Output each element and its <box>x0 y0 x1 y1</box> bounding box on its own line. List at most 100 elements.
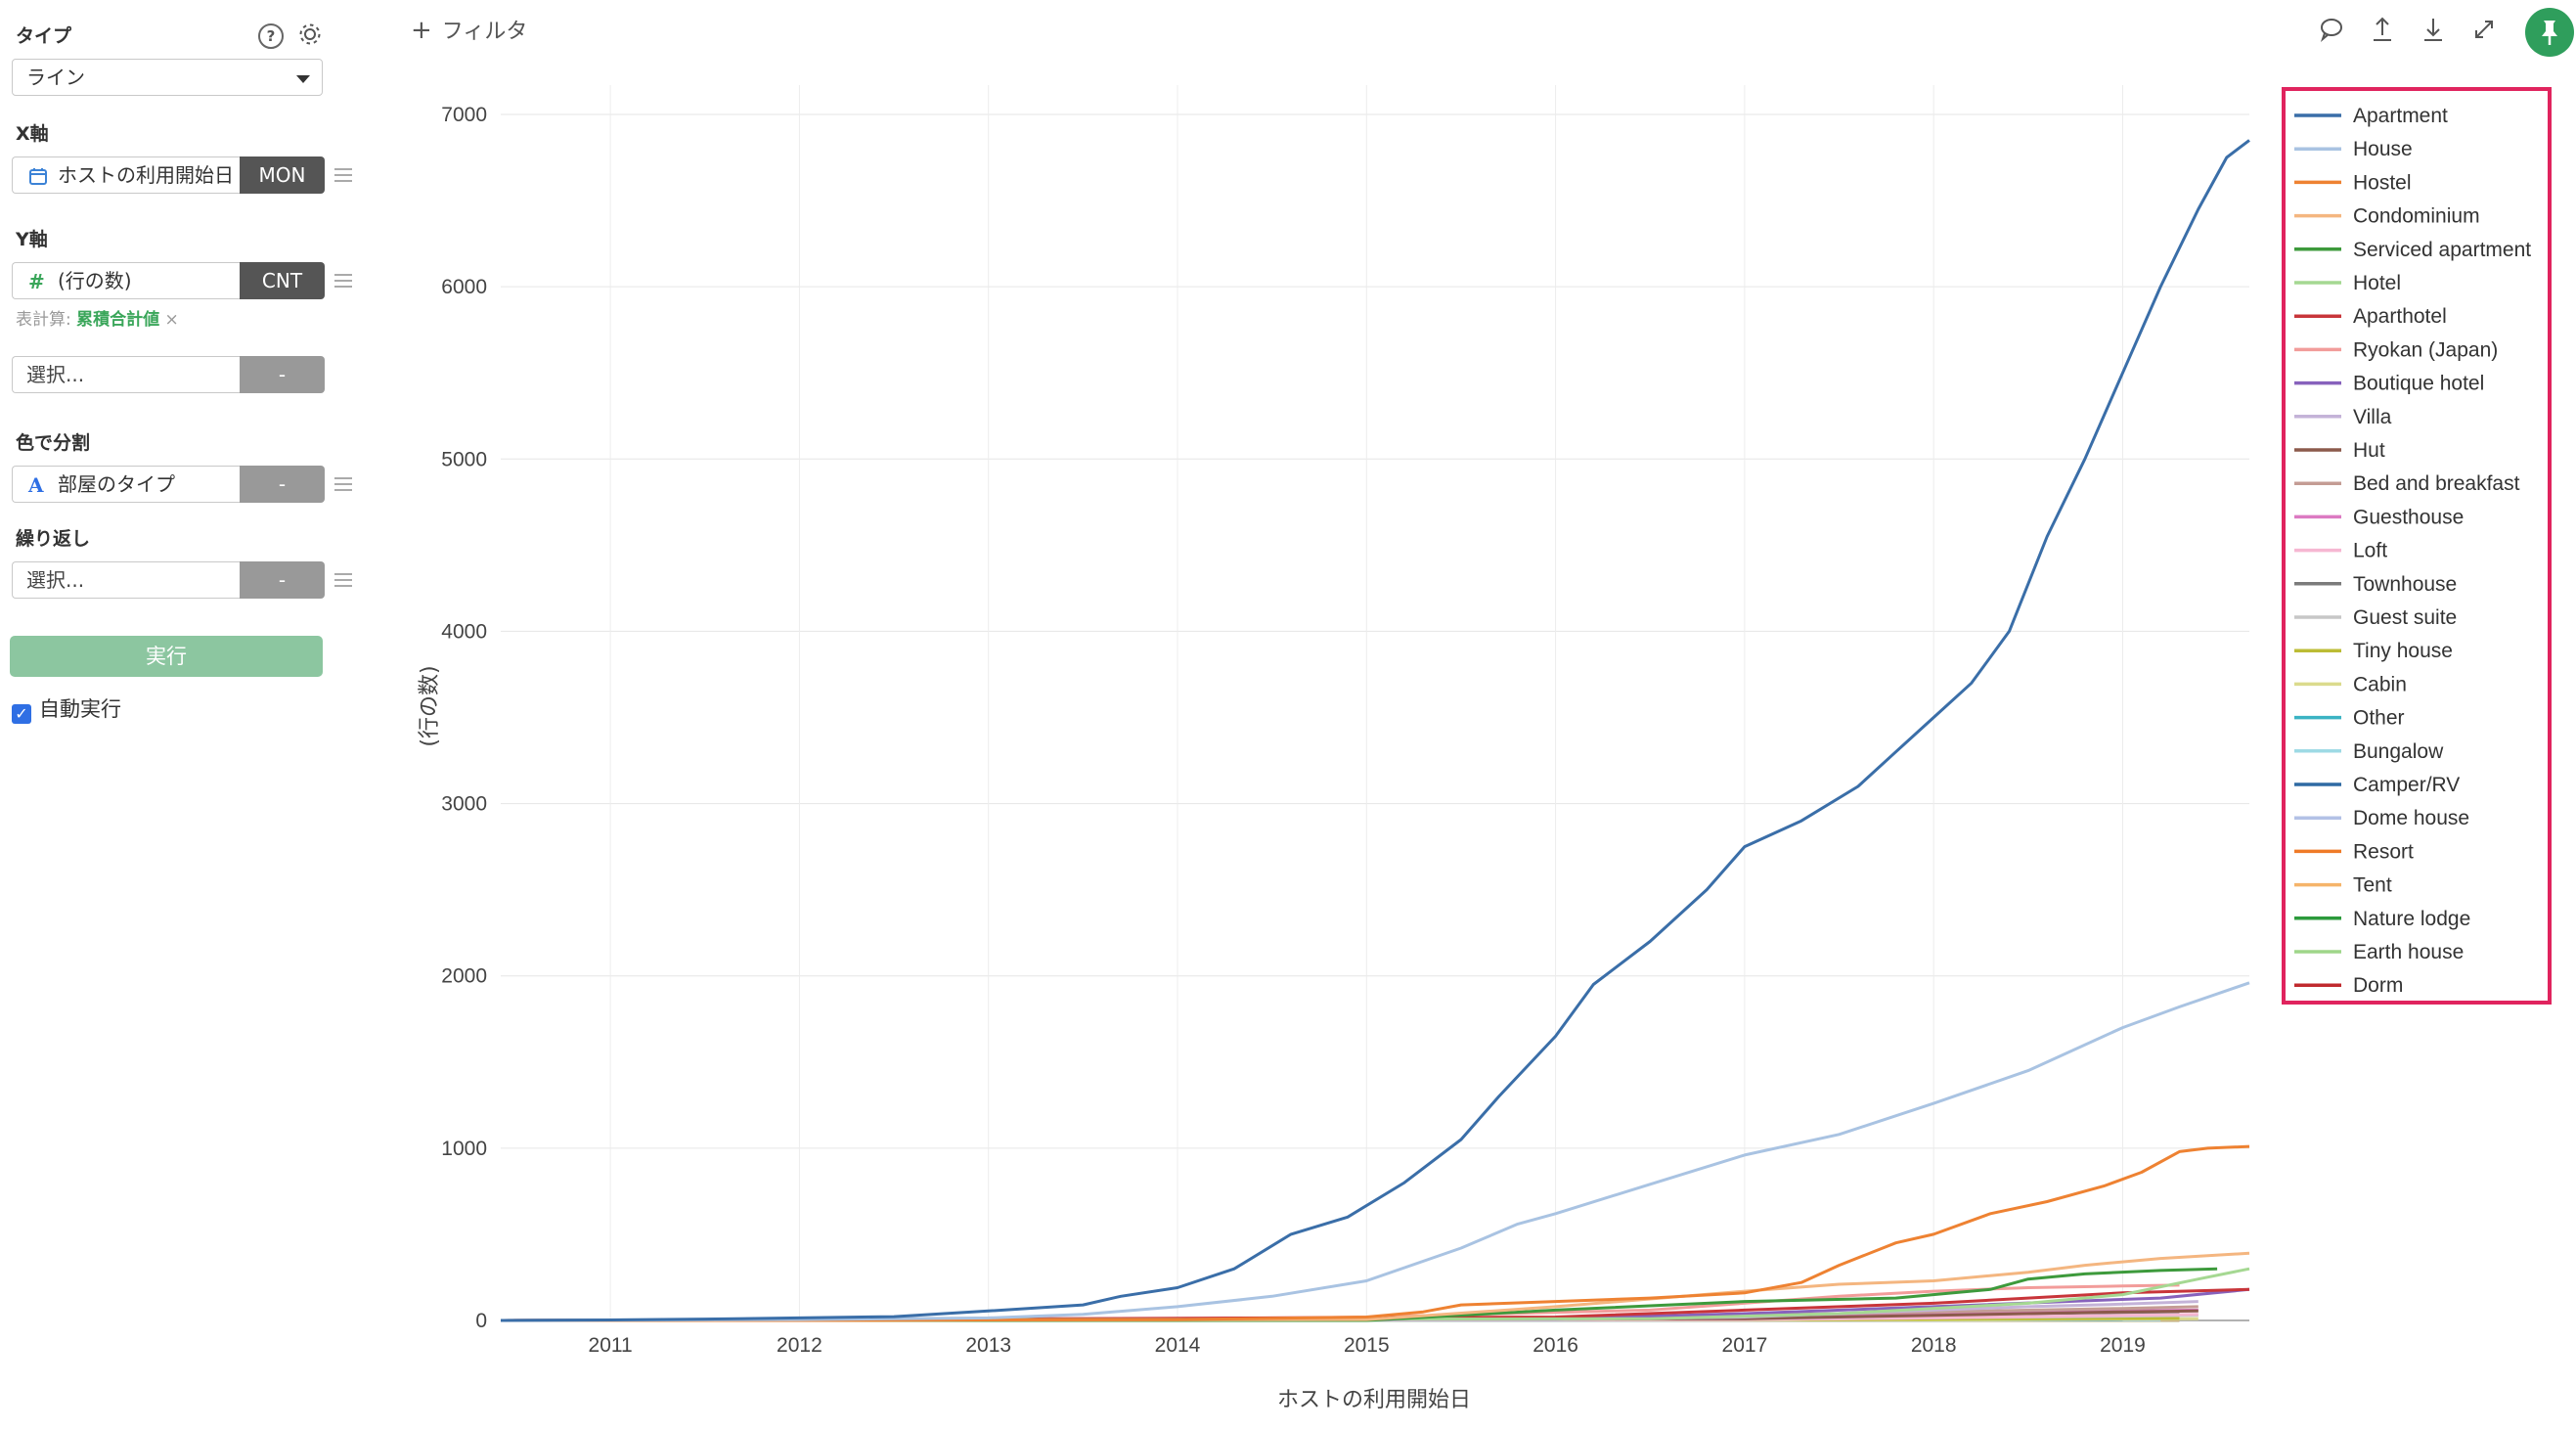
pin-icon[interactable] <box>2525 8 2574 57</box>
legend-item[interactable]: Tent <box>2294 874 2392 897</box>
repeat-select[interactable]: 選択... <box>12 561 240 599</box>
extra-field[interactable]: 選択... - <box>12 356 325 393</box>
legend-item[interactable]: Bungalow <box>2294 740 2444 763</box>
y-axis-field[interactable]: # (行の数) CNT <box>12 262 325 299</box>
color-agg-button[interactable]: - <box>240 466 325 503</box>
legend-label: Resort <box>2353 840 2414 863</box>
series-lines <box>500 139 2250 1322</box>
x-tick-label: 2015 <box>1344 1334 1390 1357</box>
legend-item[interactable]: Guesthouse <box>2294 506 2464 528</box>
legend-label: Condominium <box>2353 205 2480 228</box>
filter-label: フィルタ <box>441 20 528 44</box>
legend-label: House <box>2353 138 2413 160</box>
y-axis-field-name[interactable]: # (行の数) <box>12 262 240 299</box>
legend-item[interactable]: Nature lodge <box>2294 908 2470 930</box>
legend-item[interactable]: Dome house <box>2294 807 2469 829</box>
legend-item[interactable]: House <box>2294 138 2413 160</box>
download-icon[interactable] <box>2418 14 2449 45</box>
legend-item[interactable]: Guest suite <box>2294 606 2457 629</box>
series-line-condominium[interactable] <box>500 1251 2250 1322</box>
table-calc: 表計算: 累積合計値 × <box>16 305 179 330</box>
calc-remove-icon[interactable]: × <box>164 310 179 330</box>
series-line-apartment[interactable] <box>500 139 2250 1322</box>
y-tick-label: 0 <box>475 1310 487 1332</box>
share-icon[interactable] <box>2367 14 2398 45</box>
legend-item[interactable]: Aparthotel <box>2294 305 2447 328</box>
chevron-down-icon <box>296 75 310 83</box>
legend-label: Tiny house <box>2353 640 2453 662</box>
legend-label: Aparthotel <box>2353 305 2447 328</box>
y-menu-icon[interactable] <box>334 274 352 288</box>
x-agg-button[interactable]: MON <box>240 156 325 194</box>
legend-label: Camper/RV <box>2353 774 2460 796</box>
legend-item[interactable]: Bed and breakfast <box>2294 472 2520 495</box>
color-field-name[interactable]: A 部屋のタイプ <box>12 466 240 503</box>
legend-item[interactable]: Villa <box>2294 406 2392 428</box>
extra-agg-button[interactable]: - <box>240 356 325 393</box>
legend-item[interactable]: Apartment <box>2294 105 2448 127</box>
legend-item[interactable]: Serviced apartment <box>2294 239 2531 261</box>
legend-item[interactable]: Other <box>2294 707 2405 730</box>
legend-item[interactable]: Hotel <box>2294 272 2401 294</box>
x-tick-label: 2011 <box>589 1334 633 1357</box>
help-icon[interactable]: ? <box>258 23 284 49</box>
legend[interactable]: Apartment House Hostel Condominium Serviced … <box>2294 105 2531 997</box>
legend-label: Villa <box>2353 406 2392 428</box>
legend-label: Apartment <box>2353 105 2448 127</box>
legend-item[interactable]: Loft <box>2294 540 2387 562</box>
y-tick-label: 5000 <box>441 448 487 470</box>
x-axis-field[interactable]: ホストの利用開始日 MON <box>12 156 325 194</box>
x-menu-icon[interactable] <box>334 168 352 182</box>
series-line-house[interactable] <box>500 981 2250 1322</box>
legend-item[interactable]: Ryokan (Japan) <box>2294 338 2498 361</box>
gear-icon[interactable] <box>297 22 323 47</box>
series-line-hotel[interactable] <box>500 1267 2250 1322</box>
color-menu-icon[interactable] <box>334 477 352 491</box>
repeat-menu-icon[interactable] <box>334 573 352 587</box>
legend-item[interactable]: Dorm <box>2294 974 2403 997</box>
auto-run-label: 自動実行 <box>39 697 121 721</box>
axes: 0 1000 2000 3000 4000 5000 6000 7000 2011 2012 201… <box>441 104 2146 1357</box>
legend-label: Guest suite <box>2353 606 2457 629</box>
text-type-icon: A <box>28 473 44 497</box>
repeat-field[interactable]: 選択... - <box>12 561 325 599</box>
add-filter-button[interactable]: + フィルタ <box>411 14 527 45</box>
y-tick-label: 4000 <box>441 620 487 643</box>
expand-icon[interactable] <box>2468 14 2500 45</box>
legend-label: Nature lodge <box>2353 908 2470 930</box>
legend-item[interactable]: Hut <box>2294 439 2385 462</box>
legend-label: Cabin <box>2353 673 2407 695</box>
legend-item[interactable]: Cabin <box>2294 673 2407 695</box>
series-line-aparthotel[interactable] <box>500 1287 2250 1322</box>
legend-item[interactable]: Tiny house <box>2294 640 2453 662</box>
calc-value[interactable]: 累積合計値 <box>76 310 160 330</box>
series-line-hostel[interactable] <box>501 1144 2250 1322</box>
x-axis-label: X軸 <box>16 123 49 145</box>
y-axis-label: Y軸 <box>16 229 48 250</box>
legend-item[interactable]: Hostel <box>2294 171 2412 194</box>
comment-icon[interactable] <box>2316 14 2347 45</box>
legend-item[interactable]: Camper/RV <box>2294 774 2460 796</box>
x-tick-label: 2012 <box>777 1334 822 1357</box>
legend-item[interactable]: Townhouse <box>2294 573 2457 596</box>
series-line-serviced-apartment[interactable] <box>501 1267 2218 1322</box>
run-button[interactable]: 実行 <box>10 636 323 677</box>
legend-item[interactable]: Earth house <box>2294 941 2464 963</box>
x-tick-label: 2019 <box>2100 1334 2146 1357</box>
legend-label: Dorm <box>2353 974 2403 997</box>
extra-select[interactable]: 選択... <box>12 356 240 393</box>
legend-item[interactable]: Boutique hotel <box>2294 373 2484 395</box>
x-axis-field-name[interactable]: ホストの利用開始日 <box>12 156 240 194</box>
checkbox-checked-icon[interactable]: ✓ <box>12 704 31 724</box>
auto-run-checkbox[interactable]: ✓ 自動実行 <box>12 693 121 724</box>
legend-item[interactable]: Resort <box>2294 840 2414 863</box>
type-label: タイプ <box>16 25 72 47</box>
chart-type-select[interactable]: ライン <box>12 59 323 96</box>
legend-label: Hostel <box>2353 171 2412 194</box>
y-agg-button[interactable]: CNT <box>240 262 325 299</box>
color-field[interactable]: A 部屋のタイプ - <box>12 466 325 503</box>
repeat-agg-button[interactable]: - <box>240 561 325 599</box>
x-tick-label: 2013 <box>965 1334 1011 1357</box>
legend-item[interactable]: Condominium <box>2294 205 2480 228</box>
